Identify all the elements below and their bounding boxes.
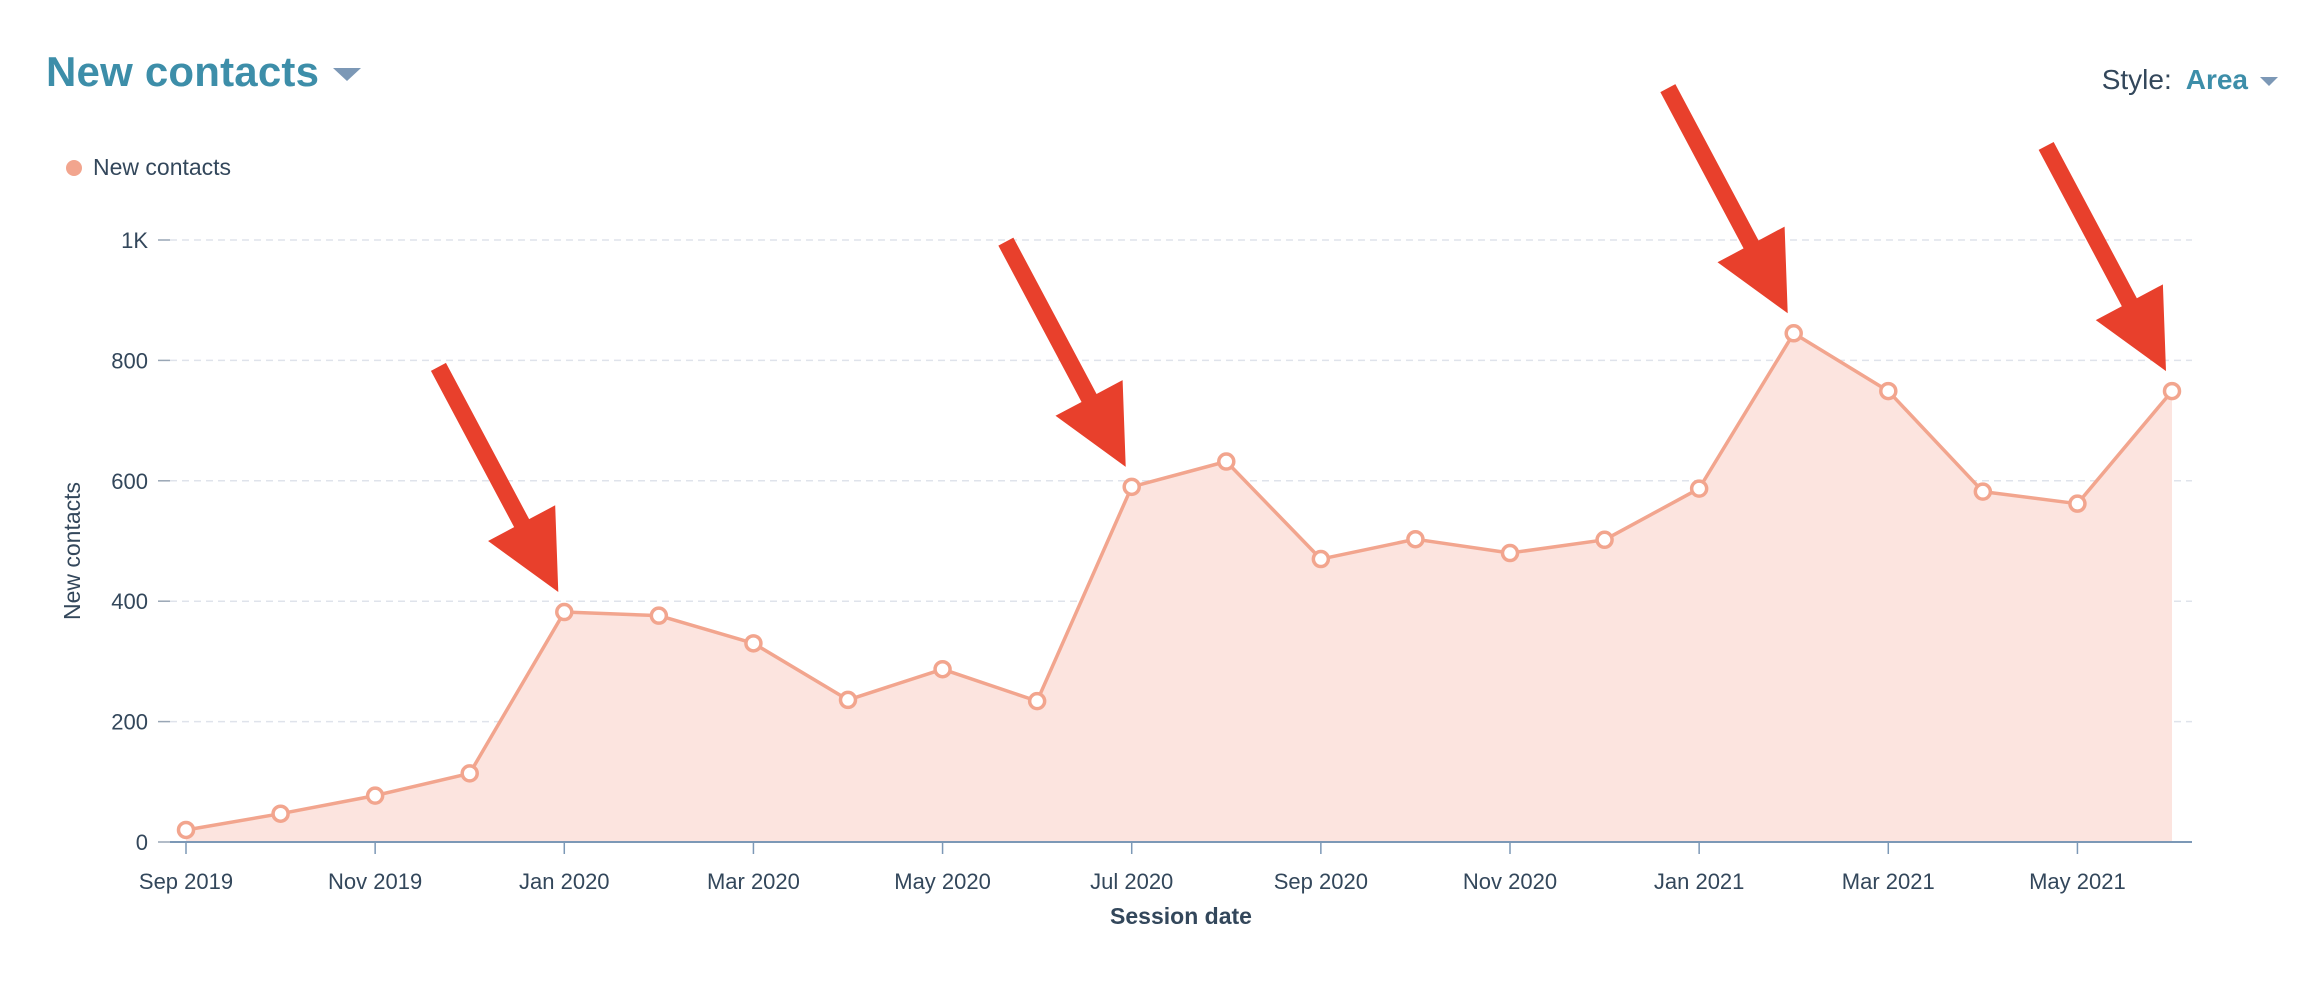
data-point[interactable] bbox=[1689, 479, 1709, 498]
data-point[interactable] bbox=[744, 634, 763, 653]
data-point[interactable] bbox=[1027, 691, 1047, 711]
legend: New contacts bbox=[66, 154, 231, 181]
series-line bbox=[185, 331, 2174, 832]
x-tick-label: Nov 2019 bbox=[328, 869, 422, 894]
y-tick-label: 800 bbox=[111, 348, 148, 373]
data-point[interactable] bbox=[1311, 549, 1331, 569]
x-tick-label: Nov 2020 bbox=[1463, 869, 1557, 894]
data-point[interactable] bbox=[271, 804, 290, 823]
legend-swatch bbox=[66, 159, 82, 176]
style-selector[interactable]: Style: Area bbox=[2102, 64, 2278, 96]
data-point[interactable] bbox=[649, 606, 669, 625]
x-tick-label: Jul 2020 bbox=[1090, 869, 1173, 894]
annotation-arrow bbox=[430, 362, 559, 593]
data-point[interactable] bbox=[2162, 381, 2182, 401]
data-point[interactable] bbox=[838, 690, 858, 710]
style-label: Style: bbox=[2101, 64, 2172, 95]
chevron-down-icon[interactable] bbox=[2260, 76, 2278, 86]
x-tick-label: Mar 2021 bbox=[1842, 869, 1935, 894]
series-area bbox=[186, 333, 2172, 842]
x-tick-label: May 2021 bbox=[2029, 869, 2126, 894]
x-tick-label: Jan 2021 bbox=[1654, 869, 1745, 894]
data-point[interactable] bbox=[1217, 452, 1236, 471]
chevron-down-icon[interactable] bbox=[333, 67, 362, 81]
x-axis-title: Session date bbox=[1110, 903, 1252, 929]
data-point[interactable] bbox=[1879, 381, 1898, 401]
chart-title[interactable]: New contacts bbox=[46, 48, 320, 95]
data-point[interactable] bbox=[365, 786, 385, 805]
y-tick-label: 1K bbox=[121, 228, 148, 253]
data-point[interactable] bbox=[1973, 482, 1993, 501]
chart-title-dropdown[interactable]: New contacts bbox=[46, 48, 362, 96]
style-value[interactable]: Area bbox=[2185, 64, 2248, 95]
x-tick-label: May 2020 bbox=[894, 869, 991, 894]
legend-label[interactable]: New contacts bbox=[93, 154, 232, 180]
y-tick-label: 200 bbox=[111, 710, 148, 735]
data-point[interactable] bbox=[1122, 477, 1141, 497]
data-point[interactable] bbox=[933, 659, 952, 679]
data-point[interactable] bbox=[2068, 494, 2087, 513]
annotation-arrow bbox=[1660, 84, 1788, 314]
data-point[interactable] bbox=[1406, 529, 1425, 549]
y-tick-label: 400 bbox=[111, 589, 148, 614]
data-point[interactable] bbox=[1500, 543, 1520, 563]
x-tick-label: Jan 2020 bbox=[519, 869, 610, 894]
data-point[interactable] bbox=[460, 764, 479, 783]
data-point[interactable] bbox=[1595, 530, 1614, 550]
x-tick-label: Mar 2020 bbox=[707, 869, 800, 894]
x-tick-label: Sep 2019 bbox=[139, 869, 233, 894]
x-tick-label: Sep 2020 bbox=[1274, 869, 1368, 894]
data-point[interactable] bbox=[176, 820, 196, 840]
data-point[interactable] bbox=[1784, 324, 1803, 343]
annotation-arrow bbox=[2038, 141, 2166, 372]
data-point[interactable] bbox=[555, 602, 574, 622]
y-tick-label: 0 bbox=[136, 830, 148, 855]
y-axis-title: New contacts bbox=[59, 482, 85, 620]
annotation-arrow bbox=[998, 237, 1126, 467]
y-tick-label: 600 bbox=[111, 469, 148, 494]
